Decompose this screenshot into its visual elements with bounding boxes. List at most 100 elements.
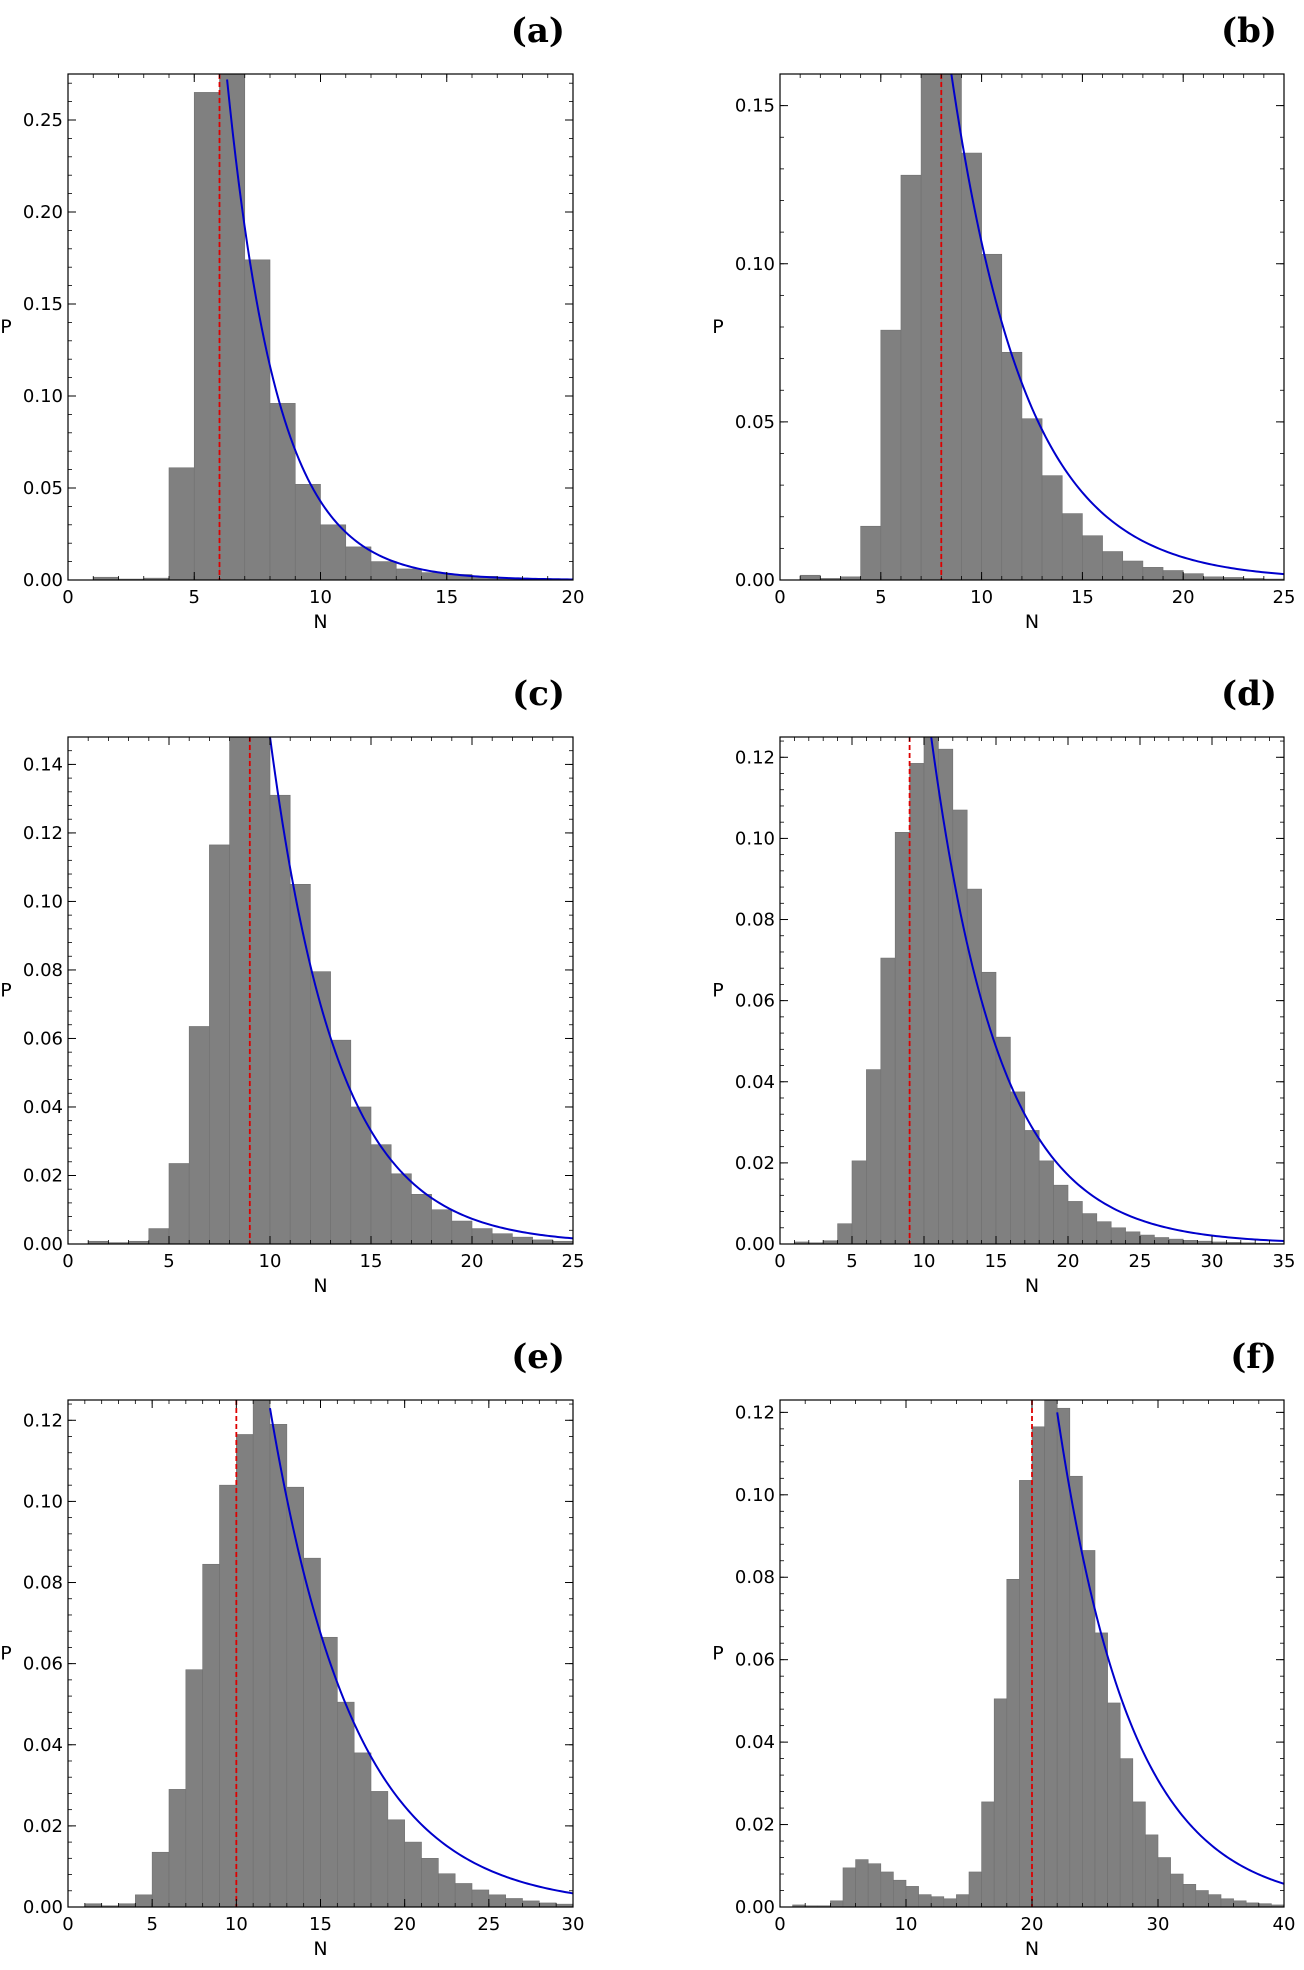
histogram-bar bbox=[830, 1900, 844, 1907]
histogram-bar bbox=[993, 1698, 1008, 1907]
histogram-bar bbox=[370, 1144, 392, 1244]
histogram-bar bbox=[842, 1867, 856, 1907]
histogram-bar bbox=[1044, 1400, 1058, 1907]
plot-area-e bbox=[84, 1400, 573, 1907]
x-tick-label: 20 bbox=[461, 1251, 484, 1272]
y-tick-label: 0.00 bbox=[23, 1234, 63, 1255]
y-axis-label: P bbox=[0, 1643, 11, 1665]
y-tick-label: 0.10 bbox=[735, 1485, 775, 1506]
histogram-bar bbox=[229, 737, 251, 1244]
panel-b: 0 5 10 15 20 25 0.00 0.05 0.10 0.15 N P (b) bbox=[712, 11, 1295, 633]
histogram-bar bbox=[1019, 1480, 1033, 1907]
y-tick-label: 0.04 bbox=[735, 1732, 775, 1753]
plot-frame bbox=[67, 736, 574, 1245]
histogram-bar bbox=[390, 1173, 412, 1244]
histogram-bar bbox=[981, 971, 997, 1244]
x-tick-label: 10 bbox=[225, 1914, 248, 1935]
y-tick-label: 0.02 bbox=[735, 1153, 775, 1174]
histogram-bar bbox=[320, 524, 347, 580]
histogram-bar bbox=[345, 546, 372, 580]
histogram-bar bbox=[1122, 560, 1144, 580]
y-tick-label: 0.08 bbox=[735, 1567, 775, 1588]
histogram-bar bbox=[135, 1894, 153, 1907]
y-tick-label: 0.08 bbox=[23, 960, 63, 981]
x-tick-label: 0 bbox=[774, 1914, 785, 1935]
fit-curve bbox=[1056, 1412, 1284, 1885]
x-tick-label: 5 bbox=[846, 1251, 857, 1272]
histogram-bar bbox=[185, 1669, 203, 1907]
x-tick-label: 25 bbox=[562, 1251, 585, 1272]
x-tick-label: 30 bbox=[1147, 1914, 1170, 1935]
histogram-bar bbox=[168, 1163, 190, 1244]
histogram-bar bbox=[1145, 1834, 1159, 1907]
panel-label: (b) bbox=[1221, 11, 1277, 51]
x-tick-label: 25 bbox=[1273, 587, 1296, 608]
histogram-bar bbox=[1220, 1898, 1234, 1907]
histogram-bar bbox=[968, 1871, 982, 1907]
x-tick-label: 5 bbox=[163, 1251, 174, 1272]
panel-f: 0 10 20 30 40 0.00 0.02 0.04 0.06 0.08 0.10 0.12 N P (… bbox=[712, 1337, 1295, 1960]
y-tick-label: 0.12 bbox=[735, 747, 775, 768]
histogram-bar bbox=[370, 561, 397, 580]
histogram-bar bbox=[1208, 1894, 1222, 1907]
x-tick-label: 0 bbox=[62, 1914, 73, 1935]
panel-c: 0 5 10 15 20 25 0.00 0.02 0.04 0.06 0.08 0.10 0.12 0.… bbox=[0, 674, 584, 1297]
histogram-bar bbox=[310, 971, 331, 1244]
histogram-bar bbox=[1139, 1234, 1155, 1244]
histogram-bar bbox=[471, 1228, 493, 1244]
y-tick-label: 0.08 bbox=[23, 1573, 63, 1594]
panel-label: (c) bbox=[512, 674, 565, 714]
histogram-bar bbox=[303, 1557, 321, 1907]
x-tick-label: 0 bbox=[774, 1251, 785, 1272]
x-tick-label: 15 bbox=[1071, 587, 1094, 608]
x-tick-label: 20 bbox=[1021, 1914, 1044, 1935]
histogram-bar bbox=[1195, 1890, 1209, 1907]
x-tick-label: 35 bbox=[1273, 1251, 1296, 1272]
histogram-bar bbox=[1125, 1231, 1141, 1244]
y-tick-label: 0.10 bbox=[23, 1491, 63, 1512]
histogram-bar bbox=[471, 1889, 490, 1907]
histogram-bar bbox=[249, 737, 271, 1244]
histogram-bar bbox=[893, 1879, 907, 1907]
x-tick-label: 25 bbox=[1129, 1251, 1152, 1272]
histogram-bar bbox=[837, 1223, 853, 1244]
histogram-bar bbox=[202, 1563, 220, 1907]
histogram-bar bbox=[981, 1801, 995, 1907]
x-tick-label: 10 bbox=[309, 587, 332, 608]
histogram-bar bbox=[860, 525, 882, 580]
panel-a: 0 5 10 15 20 0.00 0.05 0.10 0.15 0.20 0.25 N P (a) bbox=[0, 11, 585, 633]
plot-frame bbox=[779, 736, 1285, 1245]
histogram-bar bbox=[209, 844, 230, 1244]
x-tick-label: 10 bbox=[895, 1914, 918, 1935]
y-axis-label: P bbox=[712, 1643, 723, 1665]
histogram-bar bbox=[961, 152, 982, 580]
histogram-bar bbox=[491, 1233, 513, 1244]
fit-curve bbox=[269, 1407, 573, 1895]
panel-d: 0 5 10 15 20 25 30 35 0.00 0.02 0.04 0.06 0.08 0.10 0.… bbox=[712, 674, 1295, 1297]
histogram-bar bbox=[353, 1752, 372, 1907]
histogram-bar bbox=[431, 1209, 453, 1244]
histogram-bar bbox=[219, 74, 246, 580]
x-tick-label: 30 bbox=[1201, 1251, 1224, 1272]
histogram-bar bbox=[880, 1871, 894, 1907]
x-tick-label: 5 bbox=[875, 587, 886, 608]
x-tick-label: 20 bbox=[562, 587, 585, 608]
histogram-bar bbox=[1021, 418, 1043, 580]
x-axis-label: N bbox=[313, 611, 327, 633]
histogram-bar bbox=[1094, 1632, 1108, 1907]
x-axis-label: N bbox=[313, 1938, 327, 1960]
histogram-bar bbox=[286, 1486, 304, 1907]
histogram-bar bbox=[421, 1858, 439, 1907]
y-tick-label: 0.04 bbox=[735, 1072, 775, 1093]
x-axis-label: N bbox=[313, 1275, 327, 1297]
histogram-bar bbox=[252, 1400, 271, 1907]
histogram-bar bbox=[1132, 1801, 1146, 1907]
histogram-bar bbox=[981, 253, 1003, 580]
histogram-bar bbox=[880, 957, 896, 1244]
histogram-bar bbox=[952, 809, 968, 1244]
histogram-bar bbox=[532, 1239, 554, 1244]
x-axis-label: N bbox=[1025, 1275, 1039, 1297]
histogram-bar bbox=[866, 1069, 882, 1244]
histogram-bar bbox=[1082, 535, 1103, 580]
